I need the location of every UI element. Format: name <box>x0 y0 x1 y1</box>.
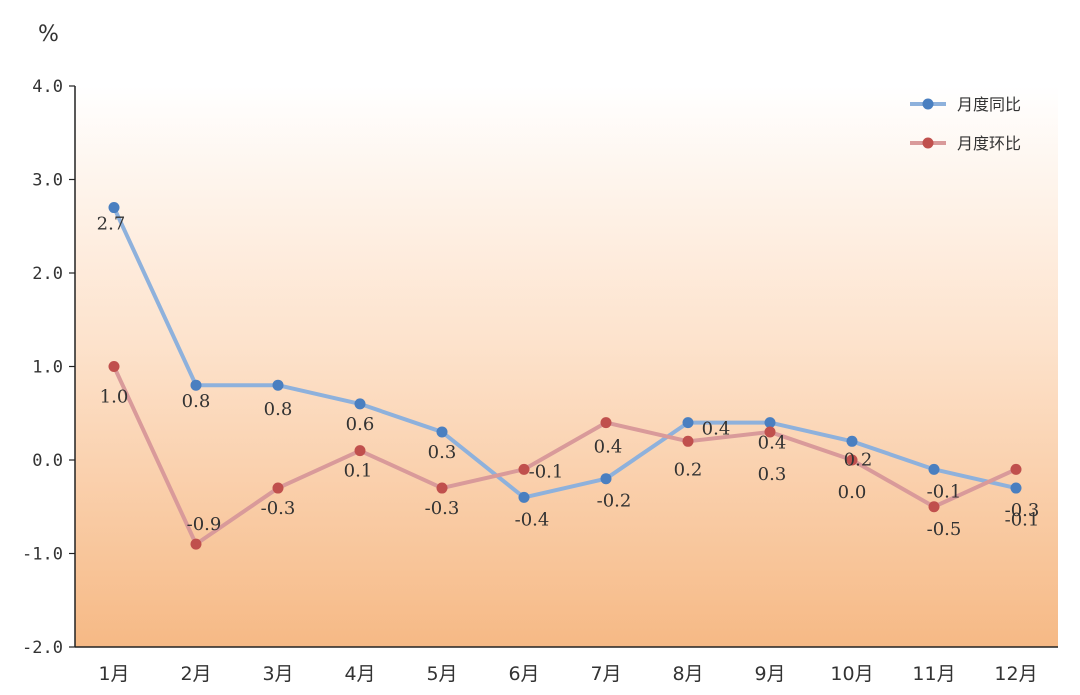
data-label: 0.8 <box>182 391 211 412</box>
data-label: 0.4 <box>594 437 623 458</box>
data-label: 0.2 <box>844 449 873 470</box>
data-label: -0.2 <box>597 491 632 512</box>
x-tick-label: 5月 <box>426 663 457 685</box>
series-2-point <box>682 435 694 447</box>
series-1-point <box>190 379 202 391</box>
data-label: -0.1 <box>927 481 962 502</box>
legend-label: 月度同比 <box>957 95 1021 114</box>
legend-swatch-marker <box>922 137 934 149</box>
data-label: -0.3 <box>1005 500 1040 521</box>
series-2-point <box>764 426 776 438</box>
x-tick-label: 3月 <box>262 663 293 685</box>
data-label: -0.1 <box>529 461 564 482</box>
data-label: -0.9 <box>187 514 222 535</box>
series-2-point <box>928 501 940 513</box>
data-label: -0.5 <box>927 519 962 540</box>
y-tick-label: -1.0 <box>22 545 63 565</box>
series-2-point <box>108 361 120 372</box>
series-2-point <box>846 454 858 466</box>
x-tick-label: 1月 <box>98 663 129 685</box>
series-2-point <box>190 538 202 550</box>
x-tick-label: 11月 <box>912 663 955 685</box>
series-1-point <box>600 473 612 485</box>
y-tick-label: -2.0 <box>22 638 63 658</box>
data-label: 0.6 <box>346 414 375 435</box>
x-tick-label: 9月 <box>754 663 785 685</box>
plot-background <box>75 86 1058 647</box>
series-1-point <box>518 491 530 503</box>
data-label: -0.3 <box>261 498 296 519</box>
x-tick-label: 7月 <box>590 663 621 685</box>
y-tick-label: 1.0 <box>32 358 63 378</box>
series-2-point <box>1010 463 1022 475</box>
series-1-point <box>354 398 366 410</box>
legend-label: 月度环比 <box>957 134 1021 153</box>
x-tick-label: 8月 <box>672 663 703 685</box>
x-tick-label: 2月 <box>180 663 211 685</box>
data-label: 0.8 <box>264 399 293 420</box>
legend-swatch-marker <box>922 98 934 110</box>
series-1-point <box>108 202 120 214</box>
y-tick-label: 2.0 <box>32 264 63 284</box>
series-1-point <box>1010 482 1022 494</box>
series-line-1 <box>112 205 1018 500</box>
data-label: 0.4 <box>758 433 787 454</box>
data-label: 0.2 <box>674 459 703 480</box>
y-tick-label: 0.0 <box>32 451 63 471</box>
x-tick-label: 12月 <box>994 663 1037 685</box>
series-1-point <box>682 417 694 429</box>
series-1-point <box>764 417 776 429</box>
data-label: -0.1 <box>1005 509 1040 530</box>
series-2-point <box>518 463 530 475</box>
series-1-point <box>928 463 940 475</box>
series-1-point <box>436 426 448 438</box>
y-tick-label: 3.0 <box>32 171 63 191</box>
series-line-2 <box>112 364 1018 547</box>
x-tick-label: 4月 <box>344 663 375 685</box>
x-tick-label: 6月 <box>508 663 539 685</box>
data-label: 0.0 <box>838 482 867 503</box>
data-label: 0.1 <box>344 461 373 482</box>
unit-label: % <box>38 22 59 47</box>
data-label: 0.3 <box>428 442 457 463</box>
series-2-point <box>354 445 366 457</box>
y-tick-label: 4.0 <box>32 77 63 97</box>
data-label: -0.3 <box>425 498 460 519</box>
data-label: 0.3 <box>758 464 787 485</box>
data-label: 2.7 <box>97 214 126 235</box>
series-2-point <box>600 417 612 429</box>
x-tick-label: 10月 <box>830 663 873 685</box>
series-2-point <box>436 482 448 494</box>
series-1-point <box>846 435 858 447</box>
data-label: 0.4 <box>702 419 731 440</box>
series-1-point <box>272 379 284 391</box>
series-2-point <box>272 482 284 494</box>
data-label: 1.0 <box>100 387 129 408</box>
data-label: -0.4 <box>515 509 550 530</box>
